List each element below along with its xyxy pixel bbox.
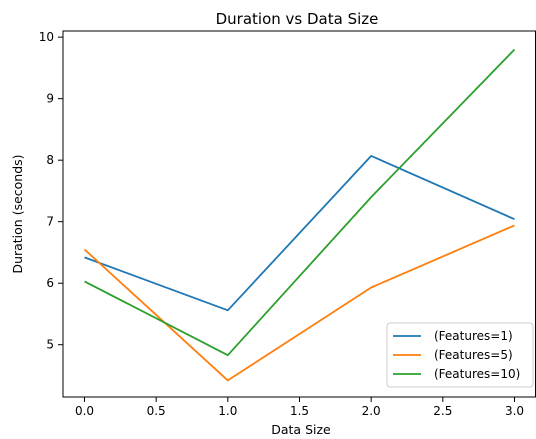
x-axis-ticks: 0.0 0.5 1.0 1.5 2.0 2.5 3.0 (75, 397, 524, 418)
legend-label: (Features=5) (434, 348, 513, 362)
legend: (Features=1) (Features=5) (Features=10) (386, 322, 534, 388)
x-tick-label: 1.0 (218, 404, 237, 418)
y-axis-ticks: 5 6 7 8 9 10 (39, 30, 63, 352)
series-line-2 (83, 224, 515, 382)
x-tick-label: 1.5 (290, 404, 309, 418)
y-axis-label: Duration (seconds) (10, 154, 25, 273)
y-tick-label: 10 (39, 30, 54, 44)
series-layer (83, 48, 516, 382)
series-line-3 (84, 48, 516, 357)
legend-box (386, 322, 534, 388)
y-tick-label: 5 (46, 338, 54, 352)
y-tick-label: 6 (46, 276, 54, 290)
legend-label: (Features=1) (434, 329, 513, 343)
y-tick-label: 9 (46, 92, 54, 106)
series-line-1 (84, 154, 515, 312)
x-tick-label: 3.0 (505, 404, 524, 418)
plot-area: 0.0 0.5 1.0 1.5 2.0 2.5 3.0 5 6 7 8 9 10 (39, 30, 536, 418)
legend-label: (Features=10) (434, 367, 520, 381)
chart-title: Duration vs Data Size (216, 10, 379, 28)
x-tick-label: 0.5 (147, 404, 166, 418)
x-tick-label: 2.5 (433, 404, 452, 418)
y-tick-label: 8 (46, 153, 54, 167)
x-axis-label: Data Size (271, 422, 331, 437)
x-tick-label: 2.0 (362, 404, 381, 418)
legend-items: (Features=1) (Features=5) (Features=10) (393, 329, 520, 381)
x-tick-label: 0.0 (75, 404, 94, 418)
y-tick-label: 7 (46, 215, 54, 229)
